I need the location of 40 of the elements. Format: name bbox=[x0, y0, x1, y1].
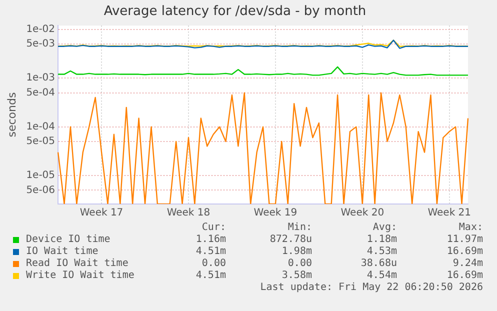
y-tick-label: 1e-05 bbox=[26, 170, 56, 182]
x-tick-label: Week 20 bbox=[340, 208, 384, 219]
x-tick-label: Week 17 bbox=[80, 208, 124, 219]
x-tick-label: Week 19 bbox=[254, 208, 298, 219]
text: Min: bbox=[288, 222, 312, 233]
text: Cur: bbox=[202, 222, 226, 233]
text: 4.51m bbox=[196, 270, 226, 281]
text: Avg: bbox=[372, 222, 397, 233]
text: 16.69m bbox=[446, 270, 483, 281]
text: 9.24m bbox=[452, 258, 483, 269]
text: 0.00 bbox=[202, 258, 226, 269]
text: Max: bbox=[458, 222, 483, 233]
text: 4.53m bbox=[366, 246, 397, 257]
y-tick-label: 5e-03 bbox=[26, 38, 56, 50]
y-tick-label: 1e-04 bbox=[26, 121, 56, 132]
y-axis-title: seconds bbox=[5, 92, 18, 138]
text: 38.68u bbox=[360, 258, 397, 269]
text: 872.78u bbox=[270, 234, 312, 245]
text: 4.54m bbox=[366, 270, 397, 281]
text: 1.16m bbox=[196, 234, 226, 245]
text: 16.69m bbox=[446, 246, 483, 257]
y-tick-label: 1e-03 bbox=[26, 72, 56, 84]
text: 4.51m bbox=[196, 246, 226, 257]
text: 1.98m bbox=[282, 246, 312, 257]
text: 1.18m bbox=[366, 234, 397, 245]
x-tick-label: Week 21 bbox=[428, 208, 472, 219]
text: 3.58m bbox=[282, 270, 312, 281]
legend-label: Device IO time bbox=[26, 234, 110, 245]
text: Last update: Fri May 22 06:20:50 2026 bbox=[260, 282, 483, 293]
y-tick-label: 5e-06 bbox=[26, 184, 56, 196]
chart-title: Average latency for /dev/sda - by month bbox=[104, 4, 366, 20]
y-tick-label: 5e-05 bbox=[26, 136, 56, 148]
text: 0.00 bbox=[288, 258, 312, 269]
legend-label: Write IO Wait time bbox=[26, 270, 134, 281]
legend-label: Read IO Wait time bbox=[26, 258, 128, 269]
y-tick-label: 5e-04 bbox=[26, 87, 56, 98]
y-tick-label: 1e-02 bbox=[26, 24, 56, 36]
text: 11.97m bbox=[446, 234, 483, 245]
legend-label: IO Wait time bbox=[26, 246, 98, 257]
x-tick-label: Week 18 bbox=[166, 208, 210, 219]
